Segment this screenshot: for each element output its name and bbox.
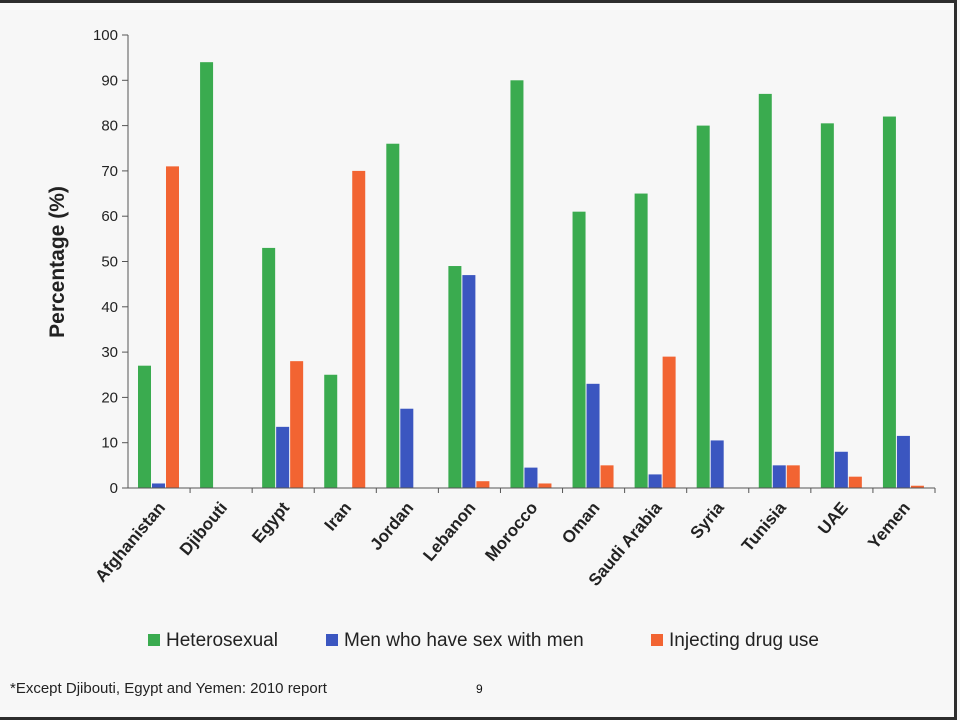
footnote: *Except Djibouti, Egypt and Yemen: 2010 … [10, 680, 327, 697]
bar-heterosexual-egypt [262, 247, 276, 488]
bar-heterosexual-oman [572, 211, 586, 489]
bar-heterosexual-syria [696, 125, 710, 488]
bar-msm-oman [586, 383, 600, 488]
x-tick-label: Afghanistan [91, 498, 169, 585]
y-tick-label: 100 [93, 27, 118, 44]
x-tick-label: Jordan [366, 498, 417, 554]
bar-idu-oman [600, 465, 614, 488]
bar-msm-lebanon [462, 275, 476, 488]
legend-swatch-heterosexual [148, 634, 160, 646]
x-tick-label: Oman [558, 498, 604, 547]
y-axis-ticks: 0 10 20 30 40 50 60 70 80 90 100 [93, 27, 128, 497]
legend-label-heterosexual: Heterosexual [166, 630, 278, 651]
y-tick-label: 40 [101, 299, 118, 316]
y-tick-label: 90 [101, 72, 118, 89]
bar-heterosexual-lebanon [448, 266, 462, 488]
axes [127, 35, 936, 493]
bar-idu-saudi-arabia [662, 356, 676, 488]
bar-idu-uae [848, 476, 862, 488]
page-number: 9 [476, 682, 483, 696]
bar-msm-saudi-arabia [648, 474, 662, 488]
bar-msm-jordan [400, 408, 414, 488]
bar-heterosexual-yemen [882, 116, 896, 488]
bar-msm-uae [834, 451, 848, 488]
bar-idu-yemen [910, 485, 924, 488]
bar-idu-tunisia [786, 465, 800, 488]
bar-heterosexual-saudi-arabia [634, 193, 648, 489]
bar-idu-lebanon [476, 481, 490, 488]
bar-msm-egypt [276, 426, 290, 488]
bar-heterosexual-uae [820, 123, 834, 489]
y-tick-label: 0 [110, 480, 118, 497]
x-tick-label: UAE [814, 498, 852, 538]
legend-swatch-idu [651, 634, 663, 646]
bar-heterosexual-afghanistan [138, 365, 151, 488]
x-tick-label: Syria [686, 498, 728, 542]
legend-label-msm: Men who have sex with men [344, 630, 584, 651]
bar-msm-morocco [524, 467, 538, 488]
y-tick-label: 10 [101, 435, 118, 452]
legend: Heterosexual Men who have sex with men Inj… [148, 630, 819, 651]
y-axis-label: Percentage (%) [46, 186, 69, 338]
legend-swatch-msm [326, 634, 338, 646]
bars-group [138, 62, 924, 489]
x-tick-label: Lebanon [419, 498, 479, 564]
bar-idu-iran [352, 170, 366, 488]
bar-heterosexual-iran [324, 374, 338, 488]
bar-idu-morocco [538, 483, 552, 488]
bar-idu-egypt [290, 361, 304, 488]
bar-heterosexual-djibouti [200, 62, 214, 489]
x-tick-label: Tunisia [738, 498, 790, 555]
legend-label-idu: Injecting drug use [669, 630, 819, 651]
x-tick-label: Yemen [864, 498, 914, 552]
y-tick-label: 70 [101, 163, 118, 180]
bar-idu-afghanistan [166, 166, 179, 488]
bar-msm-yemen [896, 435, 910, 488]
x-tick-label: Iran [321, 498, 356, 534]
x-axis-labels: Afghanistan Djibouti Egypt Iran Jordan Lebano… [91, 498, 914, 590]
x-tick-label: Egypt [248, 498, 293, 547]
x-tick-label: Morocco [481, 498, 541, 564]
bar-heterosexual-morocco [510, 80, 524, 489]
y-tick-label: 60 [101, 208, 118, 225]
bar-msm-afghanistan [152, 483, 165, 488]
bar-msm-tunisia [772, 465, 786, 488]
bar-heterosexual-jordan [386, 143, 400, 488]
y-tick-label: 20 [101, 389, 118, 406]
y-tick-label: 50 [101, 254, 118, 271]
y-tick-label: 30 [101, 344, 118, 361]
bar-msm-syria [710, 440, 724, 488]
y-tick-label: 80 [101, 118, 118, 135]
x-tick-label: Djibouti [176, 498, 231, 559]
bar-heterosexual-tunisia [758, 93, 772, 488]
